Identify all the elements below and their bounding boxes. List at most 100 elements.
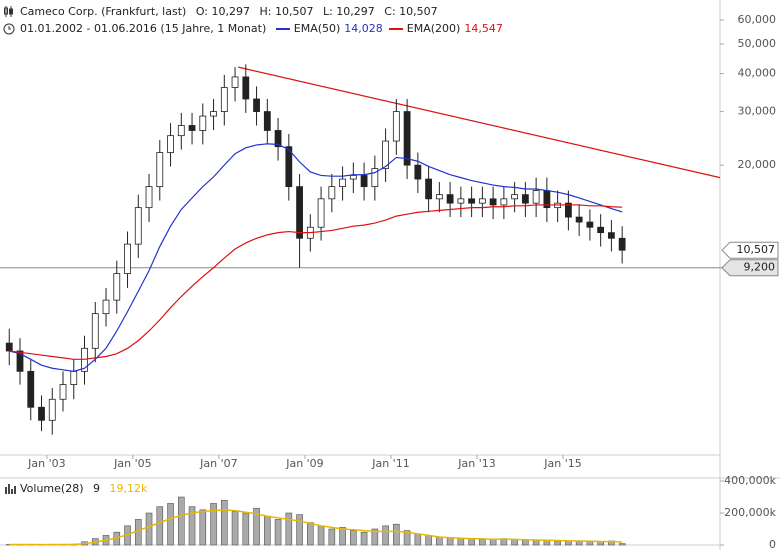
candle-body <box>59 384 67 400</box>
candle-body <box>274 130 282 148</box>
candle-body <box>532 190 540 204</box>
x-tick-label: Jan '11 <box>371 457 409 470</box>
ohlc-value: L: 10,297 <box>322 5 375 18</box>
price-tag <box>721 259 779 277</box>
candle-body <box>113 273 121 301</box>
x-tick-label: Jan '13 <box>457 457 495 470</box>
volume-bar <box>145 512 153 546</box>
ohlc-value: O: 10,297 <box>195 5 250 18</box>
candle-body <box>16 350 24 372</box>
candle-body <box>339 178 346 188</box>
x-tick-label: Jan '05 <box>113 457 151 470</box>
candle-body <box>328 186 336 200</box>
candle-body <box>199 115 207 131</box>
bar-icon <box>5 484 16 494</box>
volume-bar <box>360 531 368 546</box>
candle-body <box>371 168 379 188</box>
volume-bar <box>317 525 325 546</box>
instrument-title: Cameco Corp. (Frankfurt, last) <box>20 5 187 18</box>
candle-body <box>425 178 433 200</box>
legend-swatch <box>388 28 403 30</box>
candle-body <box>167 135 174 153</box>
candle-body <box>500 198 508 206</box>
candle-body <box>478 198 486 204</box>
candle-body <box>38 406 45 421</box>
ohlc-value: H: 10,507 <box>259 5 314 18</box>
candle-body <box>435 194 443 200</box>
candle-body <box>145 186 153 209</box>
y-tick-label: 50,000 <box>738 37 777 50</box>
candle-body <box>317 198 325 228</box>
candle-body <box>382 140 389 169</box>
volume-bar <box>468 538 475 546</box>
candle-body <box>564 202 572 218</box>
volume-bar <box>264 515 271 546</box>
volume-y-tick-label: 0 <box>769 538 776 550</box>
volume-bar <box>618 543 626 546</box>
candle-body <box>296 186 303 239</box>
volume-bar <box>221 499 228 546</box>
candle-body <box>177 125 185 137</box>
volume-y-tick-label: 200,000k <box>724 506 776 519</box>
y-tick-label: 20,000 <box>738 158 777 171</box>
volume-bar <box>210 503 217 546</box>
legend-name: EMA(200) <box>406 22 461 35</box>
candle-icon <box>4 6 13 17</box>
volume-bar <box>393 523 400 546</box>
volume-ma: 19,12k <box>109 482 148 495</box>
volume-bar <box>371 528 379 546</box>
volume-bar <box>339 527 346 546</box>
candle-body <box>414 164 422 180</box>
volume-ma-line <box>9 509 623 546</box>
volume-bar <box>414 533 422 546</box>
candle-body <box>607 232 615 239</box>
volume-bar <box>242 512 250 546</box>
candle-body <box>457 198 465 204</box>
candle-body <box>253 98 260 112</box>
volume-bar <box>188 506 196 546</box>
volume-bar <box>425 535 432 546</box>
candle-body <box>124 243 131 275</box>
candle-body <box>285 146 293 188</box>
candle-body <box>618 237 626 251</box>
candle-body <box>489 198 497 206</box>
candle-body <box>403 111 411 166</box>
volume-name: Volume(28) <box>20 482 84 495</box>
candle-body <box>220 87 228 112</box>
volume-y-tick-label: 400,000k <box>724 474 776 487</box>
candle-body <box>349 175 357 180</box>
volume-bar <box>199 509 207 546</box>
volume-bar <box>436 536 443 546</box>
candle-body <box>134 207 142 245</box>
candle-body <box>27 370 35 408</box>
candle-body <box>156 152 164 188</box>
x-tick-label: Jan '09 <box>285 457 323 470</box>
volume-bar <box>382 525 389 546</box>
candle-body <box>102 299 110 315</box>
volume-bar <box>134 519 142 546</box>
ema-line <box>9 204 623 360</box>
volume-bar <box>554 540 561 546</box>
trendline <box>238 66 721 179</box>
candle-body <box>91 313 99 349</box>
volume-legend: Volume(28) 9 19,12k <box>20 482 153 495</box>
y-tick-label: 30,000 <box>738 105 777 118</box>
candle-body <box>263 111 271 131</box>
candle-body <box>575 216 583 223</box>
clock-icon <box>3 23 15 35</box>
candle-body <box>188 125 196 131</box>
ema-line <box>9 143 623 372</box>
candle-body <box>446 194 454 204</box>
header-line: Cameco Corp. (Frankfurt, last) O: 10,297… <box>20 5 444 18</box>
volume-last: 9 <box>93 482 100 495</box>
volume-bar <box>522 539 529 546</box>
volume-bar <box>403 530 411 546</box>
candle-body <box>70 370 78 385</box>
candle-body <box>586 221 594 228</box>
ohlc-value: C: 10,507 <box>384 5 438 18</box>
volume-bar <box>457 538 465 546</box>
legend-value: 14,547 <box>464 22 503 35</box>
volume-bar <box>328 528 336 546</box>
x-tick-label: Jan '07 <box>199 457 237 470</box>
